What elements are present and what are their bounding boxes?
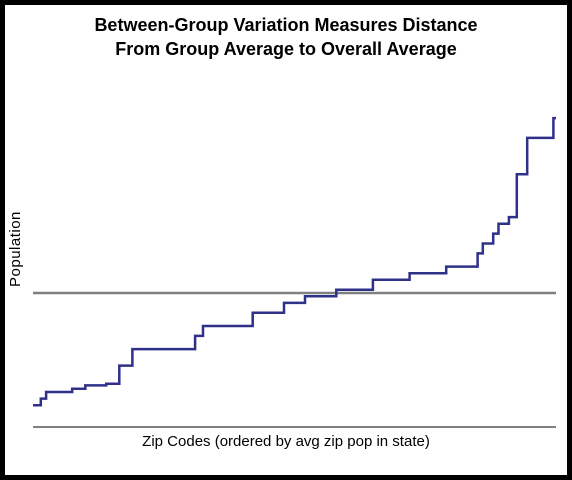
plot-area: [33, 116, 556, 428]
chart-title-line-2: From Group Average to Overall Average: [115, 39, 457, 59]
group-average-step-line-0: [33, 116, 556, 407]
chart-frame: Between-Group Variation Measures Distanc…: [5, 5, 567, 475]
chart-title: Between-Group Variation Measures Distanc…: [5, 13, 567, 61]
chart-title-line-1: Between-Group Variation Measures Distanc…: [94, 15, 478, 35]
x-axis-label: Zip Codes (ordered by avg zip pop in sta…: [142, 433, 430, 450]
